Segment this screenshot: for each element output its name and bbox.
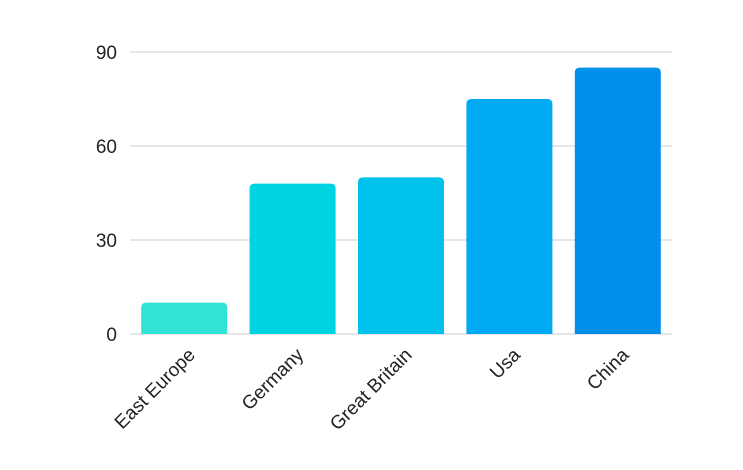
y-tick-label: 30 xyxy=(96,231,117,252)
y-axis-ticks: 0 30 60 90 xyxy=(96,43,117,346)
bars xyxy=(141,67,661,335)
bar-china xyxy=(574,67,661,335)
y-tick-label: 0 xyxy=(106,325,117,346)
x-category-label: Usa xyxy=(486,344,525,383)
x-category-label: Great Britain xyxy=(326,345,416,435)
bar-usa xyxy=(466,99,553,334)
bar-germany xyxy=(249,183,336,334)
x-axis-categories: East Europe Germany Great Britain Usa China xyxy=(111,344,634,435)
x-category-label: China xyxy=(583,344,633,394)
y-tick-label: 90 xyxy=(96,43,117,64)
x-category-label: Germany xyxy=(238,344,308,414)
x-category-label: East Europe xyxy=(111,345,200,434)
bar-east-europe xyxy=(141,302,228,334)
y-tick-label: 60 xyxy=(96,137,117,158)
bar-great-britain xyxy=(358,177,444,334)
